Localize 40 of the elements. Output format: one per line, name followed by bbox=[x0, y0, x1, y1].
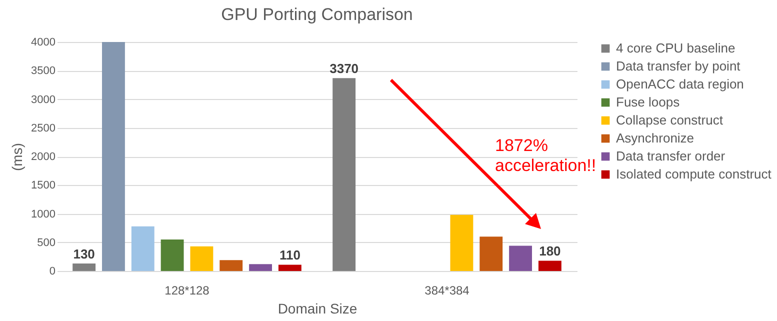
bar bbox=[72, 264, 96, 271]
y-tick-label: 2500 bbox=[31, 122, 56, 134]
x-tick-label: 384*384 bbox=[424, 284, 470, 298]
chart-title: GPU Porting Comparison bbox=[221, 5, 413, 24]
y-tick-label: 2000 bbox=[31, 151, 56, 163]
data-label: 3370 bbox=[330, 61, 359, 76]
bar bbox=[450, 214, 474, 271]
legend-label: Asynchronize bbox=[616, 130, 694, 146]
y-tick-label: 4000 bbox=[31, 36, 56, 48]
bar bbox=[190, 246, 214, 271]
bar bbox=[131, 226, 154, 271]
legend-label: 4 core CPU baseline bbox=[616, 40, 736, 56]
data-label: 130 bbox=[73, 246, 95, 262]
bar bbox=[538, 260, 562, 271]
y-tick-label: 1000 bbox=[31, 208, 56, 220]
bar bbox=[480, 236, 503, 271]
x-tick-label: 128*128 bbox=[164, 284, 210, 298]
bar bbox=[102, 42, 125, 271]
bar bbox=[160, 240, 184, 271]
y-tick-label: 3000 bbox=[31, 94, 56, 106]
bar bbox=[509, 246, 532, 271]
legend-label: Data transfer by point bbox=[616, 58, 741, 74]
y-tick-label: 1500 bbox=[31, 180, 56, 192]
legend-label: OpenACC data region bbox=[616, 76, 744, 92]
y-tick-label: 0 bbox=[49, 266, 56, 278]
bar bbox=[220, 260, 243, 271]
y-tick-label: 500 bbox=[37, 236, 56, 249]
bar bbox=[249, 264, 272, 271]
data-label: 110 bbox=[279, 248, 300, 263]
legend-label: Collapse construct bbox=[616, 112, 724, 128]
legend-label: Fuse loops bbox=[616, 94, 680, 110]
annotation: 1872% acceleration!! bbox=[495, 136, 596, 175]
y-tick-label: 3500 bbox=[31, 65, 56, 78]
data-label: 180 bbox=[539, 244, 561, 259]
x-axis-title: Domain Size bbox=[278, 300, 358, 316]
bar bbox=[278, 264, 302, 271]
legend-label: Data transfer order bbox=[616, 148, 726, 164]
y-axis-title: (ms) bbox=[9, 143, 26, 171]
bar bbox=[332, 78, 356, 271]
legend-label: Isolated compute construct bbox=[616, 166, 772, 182]
